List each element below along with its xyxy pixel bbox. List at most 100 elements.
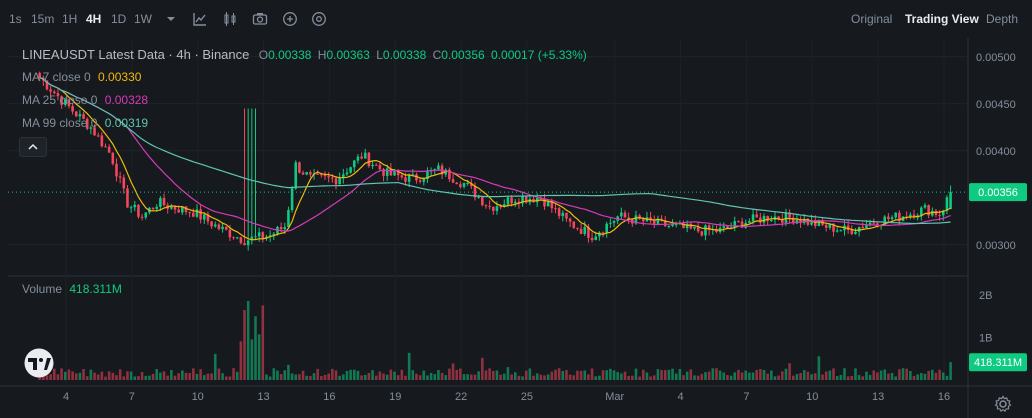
candle-body — [938, 214, 941, 216]
volume-bar — [170, 369, 173, 380]
candle-body — [327, 176, 330, 178]
time-tick-label: 10 — [806, 391, 818, 403]
volume-bar — [638, 376, 641, 380]
volume-bar — [502, 373, 506, 380]
volume-bar — [857, 375, 861, 380]
volume-bar — [517, 375, 521, 380]
candle-body — [140, 216, 144, 218]
candle-body — [331, 177, 334, 179]
view-tab-depth[interactable]: Depth — [986, 12, 1019, 26]
volume-bar — [466, 374, 469, 380]
plus-circle-icon[interactable] — [281, 10, 299, 28]
volume-bar — [649, 376, 652, 380]
last-price-text: 0.00356 — [978, 187, 1018, 199]
volume-bar — [126, 371, 129, 380]
view-tab-original[interactable]: Original — [851, 12, 893, 26]
candle-body — [444, 169, 448, 175]
candle-body — [623, 212, 627, 218]
candle-body — [298, 162, 301, 173]
timeframe-1d[interactable]: 1D — [111, 12, 127, 26]
volume-bar — [484, 370, 488, 380]
volume-bar — [433, 374, 437, 380]
candle-body — [235, 237, 239, 239]
candle-body — [642, 218, 645, 222]
volume-bar — [868, 375, 872, 380]
volume-bars — [38, 300, 952, 380]
candle-body — [737, 221, 740, 223]
candle-body — [170, 206, 173, 209]
volume-bar — [671, 368, 674, 380]
volume-bar — [261, 305, 265, 380]
volume-bar — [298, 374, 301, 380]
candle-body — [144, 212, 148, 218]
candle-body — [777, 216, 780, 220]
candle-body — [689, 223, 693, 229]
low-label: L — [376, 48, 383, 62]
candle-body — [550, 201, 554, 209]
volume-bar — [385, 374, 389, 380]
volume-bar — [411, 370, 415, 380]
open-label: O — [258, 48, 269, 62]
candle-body — [652, 220, 656, 224]
volume-bar — [700, 373, 704, 380]
candle-body — [129, 207, 133, 209]
candle-body — [802, 218, 806, 224]
timeframe-1s[interactable]: 1s — [9, 12, 22, 26]
volume-bar — [934, 372, 938, 380]
close-value: 0.00356 — [441, 48, 485, 62]
settings-circle-icon[interactable] — [310, 10, 328, 28]
gear-icon[interactable] — [994, 395, 1012, 413]
volume-bar — [543, 375, 546, 380]
candle-body — [781, 219, 784, 223]
chevron-down-icon[interactable] — [162, 10, 180, 28]
candle-body — [923, 205, 927, 208]
candle-body — [579, 228, 583, 234]
volume-bar — [912, 376, 916, 380]
candle-body — [173, 206, 177, 210]
time-tick-label: 13 — [872, 391, 884, 403]
volume-bar — [473, 374, 477, 380]
timeframe-4h[interactable]: 4H — [86, 12, 102, 26]
candle-body — [378, 164, 382, 170]
volume-bar — [861, 376, 865, 380]
view-tab-trading-view[interactable]: Trading View — [905, 12, 979, 26]
candle-body — [385, 168, 389, 176]
volume-bar — [894, 376, 897, 380]
volume-bar — [499, 374, 502, 380]
candle-body — [239, 237, 243, 244]
camera-icon[interactable] — [251, 10, 269, 28]
candle-body — [660, 218, 663, 221]
candle-body — [411, 174, 415, 176]
price-chart[interactable]: 0.00500 0.00450 0.00400 0.00300 2B 1B 4 7 10 13 16… — [0, 38, 1032, 418]
volume-bar — [784, 368, 788, 380]
collapse-legend-button[interactable] — [19, 137, 47, 157]
candle-body — [638, 215, 641, 219]
volume-bar — [470, 374, 473, 380]
candle-body — [667, 225, 671, 227]
volume-bar — [203, 375, 206, 380]
candle-type-icon[interactable] — [221, 10, 239, 28]
candle-body — [729, 227, 733, 229]
volume-bar — [349, 369, 352, 380]
volume-bar — [287, 364, 290, 380]
volume-bar — [107, 371, 111, 380]
volume-bar — [781, 371, 784, 380]
candle-body — [122, 177, 126, 189]
candle-body — [407, 174, 411, 182]
volume-bar — [513, 372, 517, 380]
volume-bar — [689, 369, 693, 380]
time-tick-label: Mar — [605, 391, 624, 403]
volume-bar — [609, 368, 612, 380]
price-tick-label: 0.00450 — [976, 99, 1016, 111]
timeframe-1h[interactable]: 1H — [62, 12, 78, 26]
indicator-icon[interactable] — [191, 10, 209, 28]
timeframe-1w[interactable]: 1W — [134, 12, 152, 26]
volume-bar — [151, 373, 155, 380]
candle-body — [733, 221, 737, 228]
volume-bar — [181, 370, 184, 380]
volume-bar — [155, 369, 159, 380]
candle-body — [601, 232, 605, 234]
candle-body — [546, 201, 550, 207]
timeframe-15m[interactable]: 15m — [31, 12, 55, 26]
volume-bar — [367, 372, 371, 380]
